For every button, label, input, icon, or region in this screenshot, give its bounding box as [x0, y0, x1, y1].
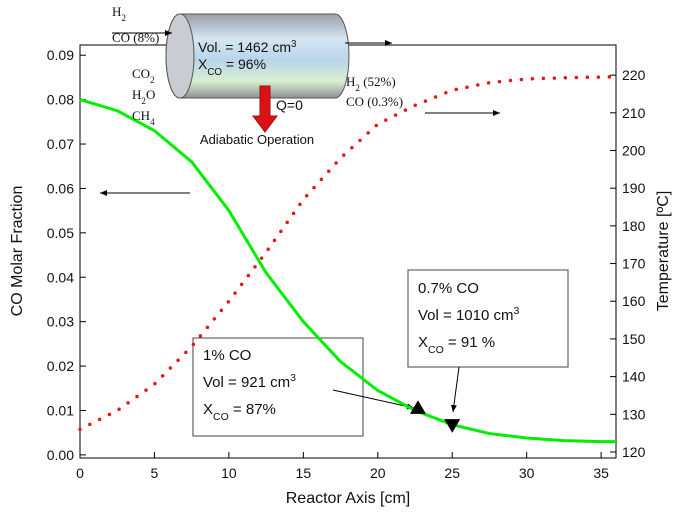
text-part: 2 — [121, 13, 126, 23]
x-tick-label: 30 — [519, 465, 535, 481]
text-part: 3 — [290, 372, 296, 384]
text-part: 2 — [141, 96, 146, 106]
y2-tick-label: 140 — [622, 369, 646, 385]
rich-text: H2 — [112, 4, 126, 23]
rich-text: XCO = 91 % — [418, 334, 495, 356]
text-part: = 87% — [229, 401, 276, 418]
y-tick-label: 0.06 — [47, 180, 74, 196]
y-tick-label: 0.03 — [47, 314, 74, 330]
text-part: CH — [132, 108, 150, 123]
text-part: 3 — [291, 39, 297, 50]
text-part: 0.7% CO — [418, 280, 479, 297]
y-tick-label: 0.04 — [47, 269, 74, 285]
rich-text: Vol. = 1462 cm3 — [198, 39, 297, 56]
text-part: 2 — [355, 83, 360, 93]
text-part: H — [112, 4, 121, 19]
rich-text: H2 (52%) — [346, 74, 396, 93]
y2-tick-label: 130 — [622, 406, 646, 422]
text-part: CO (0.3%) — [346, 94, 403, 109]
y-axis-title: CO Molar Fraction — [9, 186, 26, 317]
y2-tick-label: 120 — [622, 444, 646, 460]
rich-text: CO (0.3%) — [346, 94, 403, 109]
text-part: X — [198, 56, 208, 72]
y2-tick-label: 160 — [622, 293, 646, 309]
text-part: X — [203, 401, 213, 418]
x-tick-label: 15 — [296, 465, 312, 481]
text-part: CO — [428, 344, 444, 356]
x-tick-label: 25 — [444, 465, 460, 481]
heat-arrow — [252, 85, 278, 133]
text-part: Vol = 921 cm — [203, 374, 290, 391]
rich-text: CO2 — [132, 66, 155, 85]
rich-text: 0.7% CO — [418, 280, 479, 297]
text-part: 3 — [513, 305, 519, 317]
reactor-end — [165, 13, 195, 99]
y2-tick-label: 220 — [622, 67, 646, 83]
y-tick-label: 0.07 — [47, 136, 74, 152]
text-part: (52%) — [360, 74, 396, 89]
rich-text: Vol = 921 cm3 — [203, 372, 296, 391]
annotation-box — [407, 269, 569, 368]
y2-axis-title: Temperature [ºC] — [655, 191, 672, 312]
y2-tick-label: 170 — [622, 256, 646, 272]
rich-text: 1% CO — [203, 347, 251, 364]
x-tick-label: 5 — [151, 465, 159, 481]
y2-tick-label: 180 — [622, 218, 646, 234]
text-part: O — [146, 87, 155, 102]
text-part: CO — [132, 66, 150, 81]
x-tick-label: 10 — [221, 465, 237, 481]
text-part: Vol = 1010 cm — [418, 307, 513, 324]
y2-tick-label: 210 — [622, 105, 646, 121]
y-tick-label: 0.08 — [47, 92, 74, 108]
y-tick-label: 0.01 — [47, 402, 74, 418]
series-line — [79, 98, 616, 444]
text-part: CO — [213, 411, 229, 423]
text-part: CO — [207, 67, 222, 78]
rich-text: XCO = 87% — [203, 401, 276, 423]
text-part: H — [132, 87, 141, 102]
x-axis-title: Reactor Axis [cm] — [286, 490, 410, 507]
series-line — [78, 74, 618, 432]
annotation-arrow — [332, 389, 415, 410]
rich-text: H2O — [132, 87, 155, 106]
x-tick-label: 35 — [593, 465, 609, 481]
y-tick-label: 0.02 — [47, 358, 74, 374]
text-part: = 91 % — [444, 334, 495, 351]
text-part: = 96% — [222, 56, 266, 72]
text-part: Vol. = 1462 cm — [198, 39, 291, 55]
rich-text: XCO = 96% — [198, 56, 266, 78]
rich-text: Vol = 1010 cm3 — [418, 305, 519, 324]
y2-tick-label: 200 — [622, 143, 646, 159]
annotation-arrow — [450, 366, 460, 413]
marker — [409, 400, 426, 414]
y2-tick-label: 190 — [622, 180, 646, 196]
text-part: 1% CO — [203, 347, 251, 364]
y2-tick-label: 150 — [622, 331, 646, 347]
text-part: 4 — [150, 117, 155, 127]
rich-text: CO (8%) — [112, 30, 159, 45]
text-part: 2 — [150, 75, 155, 85]
y-tick-label: 0.05 — [47, 225, 74, 241]
rich-text: CH4 — [132, 108, 155, 127]
heat-label: Q=0 — [276, 97, 303, 113]
text-part: H — [346, 74, 355, 89]
mode-label: Adiabatic Operation — [200, 132, 314, 147]
y-tick-label: 0.09 — [47, 47, 74, 63]
text-part: X — [418, 334, 428, 351]
x-tick-label: 20 — [370, 465, 386, 481]
text-part: CO (8%) — [112, 30, 159, 45]
reactor-diagram — [112, 13, 392, 133]
marker — [444, 419, 461, 433]
y-tick-label: 0.00 — [47, 447, 74, 463]
x-tick-label: 0 — [76, 465, 84, 481]
